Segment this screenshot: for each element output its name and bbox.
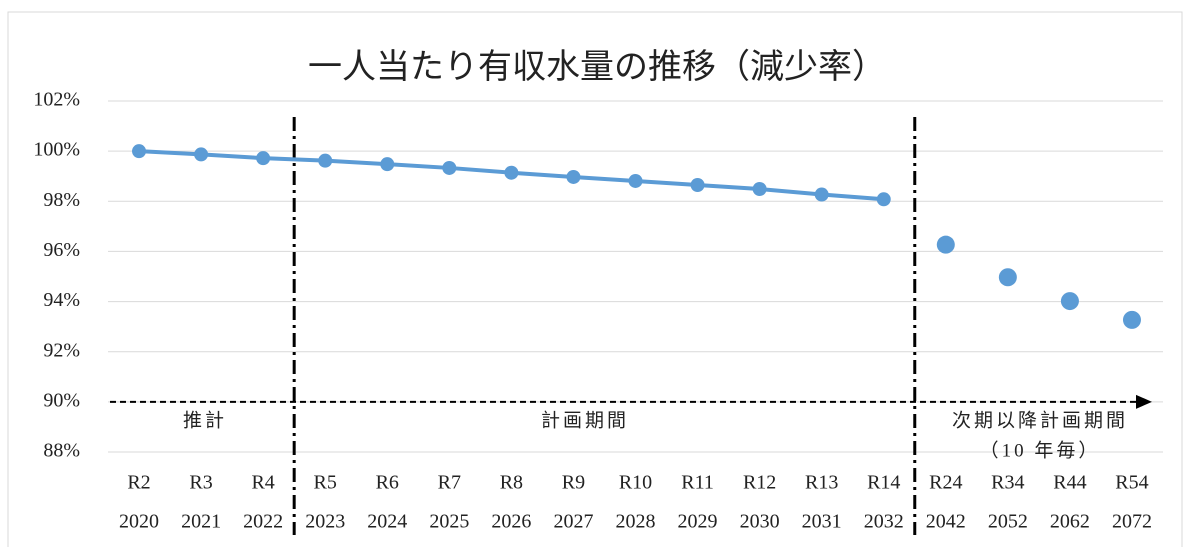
data-point bbox=[442, 160, 457, 175]
x-tick-label: 2021 bbox=[181, 511, 221, 533]
x-tick-label: 2022 bbox=[243, 511, 283, 533]
y-tick-label: 94% bbox=[43, 289, 80, 311]
x-tick-label: R54 bbox=[1115, 472, 1148, 494]
data-point bbox=[998, 268, 1017, 287]
x-tick-label: R11 bbox=[681, 472, 714, 494]
data-point bbox=[814, 187, 829, 202]
data-point bbox=[380, 157, 395, 172]
data-point bbox=[256, 151, 271, 166]
x-tick-label: 2028 bbox=[616, 511, 656, 533]
y-tick-label: 92% bbox=[43, 339, 80, 361]
x-tick-label: 2024 bbox=[367, 511, 407, 533]
arrow-head bbox=[1136, 394, 1152, 409]
data-point bbox=[566, 169, 581, 184]
x-tick-label: 2023 bbox=[305, 511, 345, 533]
y-tick-label: 98% bbox=[43, 189, 80, 211]
annotation: 次期以降計画期間 bbox=[952, 409, 1128, 431]
x-tick-label: 2031 bbox=[802, 511, 842, 533]
x-tick-label: 2062 bbox=[1050, 511, 1090, 533]
y-tick-label: 96% bbox=[43, 239, 80, 261]
x-tick-label: 2052 bbox=[988, 511, 1028, 533]
chart-border bbox=[7, 11, 1183, 547]
data-point bbox=[1122, 310, 1141, 329]
x-tick-label: 2026 bbox=[491, 511, 531, 533]
y-tick-label: 88% bbox=[43, 440, 80, 462]
x-tick-label: R4 bbox=[251, 472, 274, 494]
annotation: 計画期間 bbox=[541, 409, 629, 431]
x-tick-label: 2020 bbox=[119, 511, 159, 533]
x-tick-label: 2025 bbox=[429, 511, 469, 533]
x-tick-label: 2030 bbox=[740, 511, 780, 533]
data-point bbox=[132, 144, 147, 159]
x-tick-label: R12 bbox=[743, 472, 776, 494]
x-tick-label: R24 bbox=[929, 472, 962, 494]
data-point bbox=[628, 173, 643, 188]
x-tick-label: R6 bbox=[376, 472, 399, 494]
x-tick-label: R44 bbox=[1053, 472, 1086, 494]
y-tick-label: 102% bbox=[33, 89, 80, 111]
x-tick-label: R3 bbox=[189, 472, 212, 494]
x-tick-label: R7 bbox=[438, 472, 461, 494]
x-tick-label: 2042 bbox=[926, 511, 966, 533]
annotation: （10 年毎） bbox=[980, 439, 1101, 461]
y-tick-label: 90% bbox=[43, 389, 80, 411]
data-point bbox=[876, 192, 891, 207]
x-tick-label: R13 bbox=[805, 472, 838, 494]
x-tick-label: R9 bbox=[562, 472, 585, 494]
data-point bbox=[504, 165, 519, 180]
y-tick-label: 100% bbox=[33, 139, 80, 161]
x-tick-label: R14 bbox=[867, 472, 900, 494]
x-tick-label: R10 bbox=[619, 472, 652, 494]
x-tick-label: 2029 bbox=[678, 511, 718, 533]
data-point bbox=[936, 235, 955, 254]
chart-title: 一人当たり有収水量の推移（減少率） bbox=[308, 48, 886, 86]
x-tick-label: R2 bbox=[127, 472, 150, 494]
x-tick-label: 2027 bbox=[553, 511, 593, 533]
data-point bbox=[690, 177, 705, 192]
x-tick-label: 2072 bbox=[1112, 511, 1152, 533]
x-tick-label: R8 bbox=[500, 472, 523, 494]
data-point bbox=[194, 147, 209, 162]
annotation: 推計 bbox=[183, 409, 227, 431]
x-tick-label: R5 bbox=[314, 472, 337, 494]
x-tick-label: R34 bbox=[991, 472, 1024, 494]
data-point bbox=[1060, 292, 1079, 311]
data-point bbox=[318, 153, 333, 168]
data-point bbox=[752, 182, 767, 197]
x-tick-label: 2032 bbox=[864, 511, 904, 533]
